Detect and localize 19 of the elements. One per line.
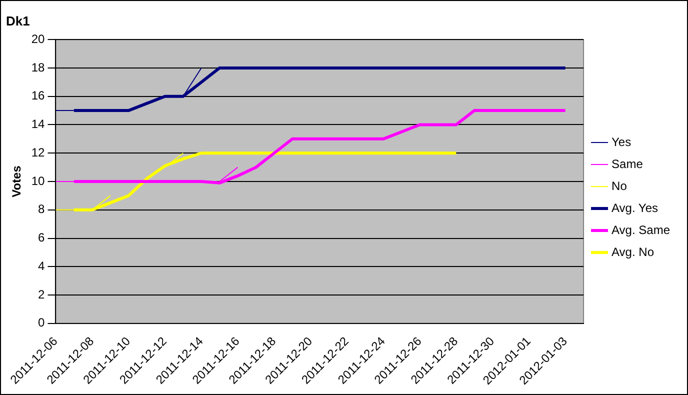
y-tick-label: 4	[38, 258, 46, 273]
y-tick-label: 16	[31, 88, 46, 103]
legend-label: Avg. No	[612, 244, 654, 259]
legend-label: Avg. Same	[612, 222, 670, 237]
y-tick-label: 0	[38, 316, 46, 330]
chart-title: Dk1	[6, 13, 30, 28]
y-tick-label: 2	[38, 287, 46, 302]
y-tick-label: 10	[31, 174, 46, 188]
y-tick-label: 14	[31, 117, 46, 132]
legend-label: Same	[612, 156, 644, 171]
y-tick-label: 8	[38, 202, 46, 216]
legend-label: Avg. Yes	[612, 200, 658, 215]
y-tick-label: 12	[31, 145, 46, 160]
y-axis-title: Votes	[10, 165, 24, 198]
y-tick-label: 20	[31, 32, 46, 46]
legend-label: No	[612, 178, 628, 193]
y-tick-label: 6	[38, 230, 46, 245]
y-tick-label: 18	[31, 60, 46, 74]
legend-label: Yes	[612, 134, 632, 149]
